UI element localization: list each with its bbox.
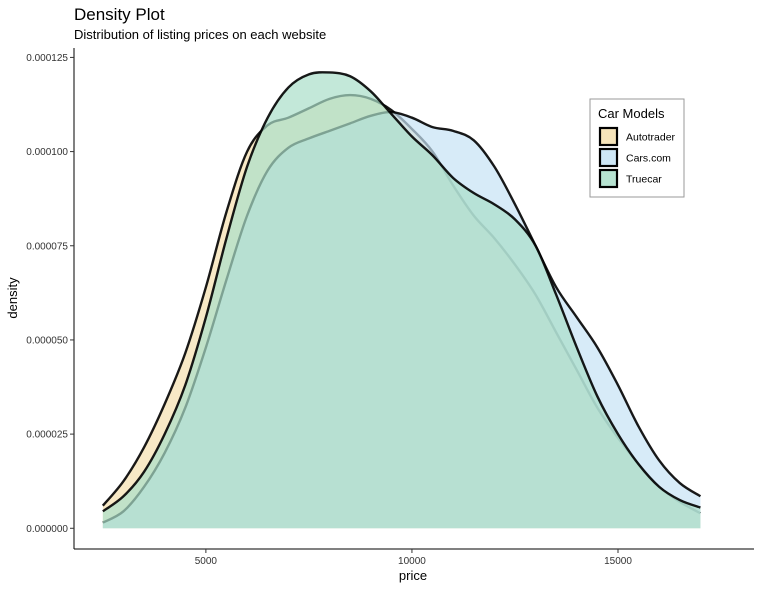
y-tick-label: 0.000050 xyxy=(26,335,68,346)
legend-items: Autotrader Cars.com Truecar xyxy=(598,126,676,189)
y-tick-label: 0.000000 xyxy=(26,524,68,535)
legend-swatch-truecar xyxy=(598,168,619,189)
y-axis-title: density xyxy=(5,277,20,319)
x-tick-label: 5000 xyxy=(195,556,218,567)
x-tick-label: 10000 xyxy=(398,556,426,567)
y-tick-label: 0.000075 xyxy=(26,241,68,252)
x-ticks: 5000 10000 15000 xyxy=(195,549,632,567)
y-ticks: 0.000000 0.000025 0.000050 0.000075 0.000100… xyxy=(26,53,74,535)
density-line-truecar xyxy=(102,71,701,513)
density-area-truecar xyxy=(102,72,701,529)
legend-swatch-autotrader xyxy=(598,126,619,147)
y-tick-label: 0.000100 xyxy=(26,147,68,158)
legend-label-cars-com: Cars.com xyxy=(626,153,671,165)
x-tick-label: 15000 xyxy=(604,556,632,567)
y-tick-label: 0.000025 xyxy=(26,430,68,441)
legend-title: Car Models xyxy=(598,106,665,121)
chart-subtitle: Distribution of listing prices on each w… xyxy=(74,27,326,42)
legend-label-truecar: Truecar xyxy=(626,174,662,186)
x-axis-title: price xyxy=(399,568,427,583)
legend-swatch-cars-com xyxy=(598,147,619,168)
chart-title: Density Plot xyxy=(74,5,165,24)
density-curves xyxy=(101,71,702,529)
legend-label-autotrader: Autotrader xyxy=(626,132,676,144)
axes xyxy=(73,48,754,550)
legend: Car Models Autotrader Cars.com Truecar xyxy=(589,98,685,198)
y-tick-label: 0.000125 xyxy=(26,53,68,64)
